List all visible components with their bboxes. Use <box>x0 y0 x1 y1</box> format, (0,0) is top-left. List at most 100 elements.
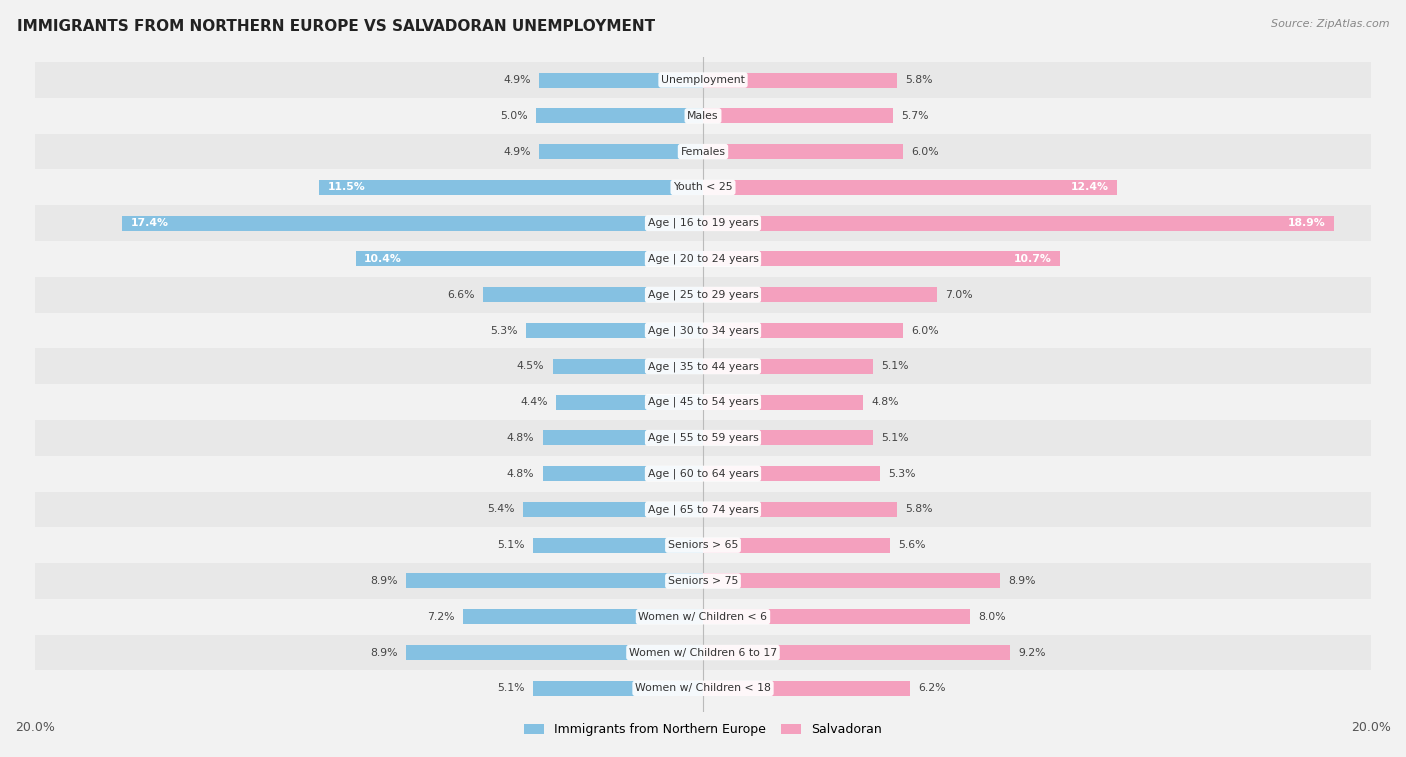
Bar <box>703 73 897 88</box>
Bar <box>555 394 703 410</box>
Bar <box>319 180 703 195</box>
Text: 12.4%: 12.4% <box>1071 182 1109 192</box>
Bar <box>35 528 1371 563</box>
Text: 11.5%: 11.5% <box>328 182 366 192</box>
Text: 4.9%: 4.9% <box>503 147 531 157</box>
Bar <box>703 430 873 445</box>
Bar <box>356 251 703 266</box>
Bar <box>35 313 1371 348</box>
Text: Seniors > 65: Seniors > 65 <box>668 540 738 550</box>
Text: IMMIGRANTS FROM NORTHERN EUROPE VS SALVADORAN UNEMPLOYMENT: IMMIGRANTS FROM NORTHERN EUROPE VS SALVA… <box>17 19 655 34</box>
Text: Source: ZipAtlas.com: Source: ZipAtlas.com <box>1271 19 1389 29</box>
Text: 6.2%: 6.2% <box>918 684 946 693</box>
Text: 4.8%: 4.8% <box>508 433 534 443</box>
Bar <box>463 609 703 625</box>
Text: 8.9%: 8.9% <box>1008 576 1036 586</box>
Bar <box>35 671 1371 706</box>
Text: Age | 25 to 29 years: Age | 25 to 29 years <box>648 289 758 300</box>
Bar <box>703 108 893 123</box>
Text: Age | 30 to 34 years: Age | 30 to 34 years <box>648 326 758 336</box>
Bar <box>35 205 1371 241</box>
Bar <box>533 537 703 553</box>
Text: Women w/ Children < 18: Women w/ Children < 18 <box>636 684 770 693</box>
Bar <box>540 73 703 88</box>
Bar <box>703 537 890 553</box>
Text: 5.1%: 5.1% <box>496 540 524 550</box>
Bar <box>406 645 703 660</box>
Text: 9.2%: 9.2% <box>1018 647 1046 658</box>
Text: 5.7%: 5.7% <box>901 111 929 121</box>
Text: 4.9%: 4.9% <box>503 75 531 85</box>
Text: Age | 60 to 64 years: Age | 60 to 64 years <box>648 469 758 479</box>
Bar <box>703 609 970 625</box>
Text: 5.8%: 5.8% <box>905 504 932 515</box>
Bar <box>703 466 880 481</box>
Bar <box>35 385 1371 420</box>
Bar <box>703 645 1010 660</box>
Text: 6.0%: 6.0% <box>911 326 939 335</box>
Bar <box>543 430 703 445</box>
Text: 17.4%: 17.4% <box>131 218 169 228</box>
Text: Unemployment: Unemployment <box>661 75 745 85</box>
Bar <box>703 251 1060 266</box>
Text: Women w/ Children < 6: Women w/ Children < 6 <box>638 612 768 621</box>
Text: 5.6%: 5.6% <box>898 540 925 550</box>
Text: 5.4%: 5.4% <box>486 504 515 515</box>
Bar <box>703 394 863 410</box>
Text: 4.5%: 4.5% <box>517 361 544 371</box>
Bar <box>35 634 1371 671</box>
Bar <box>35 599 1371 634</box>
Text: 5.1%: 5.1% <box>882 433 910 443</box>
Bar <box>703 681 910 696</box>
Bar <box>540 144 703 159</box>
Text: Youth < 25: Youth < 25 <box>673 182 733 192</box>
Text: Age | 55 to 59 years: Age | 55 to 59 years <box>648 432 758 443</box>
Text: 6.6%: 6.6% <box>447 290 474 300</box>
Text: 8.9%: 8.9% <box>370 647 398 658</box>
Text: 10.7%: 10.7% <box>1014 254 1052 264</box>
Text: Males: Males <box>688 111 718 121</box>
Text: 6.0%: 6.0% <box>911 147 939 157</box>
Text: Age | 16 to 19 years: Age | 16 to 19 years <box>648 218 758 229</box>
Text: 5.1%: 5.1% <box>882 361 910 371</box>
Bar <box>482 287 703 302</box>
Text: Seniors > 75: Seniors > 75 <box>668 576 738 586</box>
Bar <box>35 277 1371 313</box>
Text: 4.8%: 4.8% <box>508 469 534 478</box>
Legend: Immigrants from Northern Europe, Salvadoran: Immigrants from Northern Europe, Salvado… <box>519 718 887 741</box>
Text: 5.0%: 5.0% <box>501 111 527 121</box>
Bar <box>703 574 1000 588</box>
Bar <box>35 563 1371 599</box>
Bar <box>35 420 1371 456</box>
Bar <box>122 216 703 231</box>
Text: Age | 65 to 74 years: Age | 65 to 74 years <box>648 504 758 515</box>
Text: 7.0%: 7.0% <box>945 290 973 300</box>
Bar <box>35 348 1371 384</box>
Text: 4.8%: 4.8% <box>872 397 898 407</box>
Text: Age | 20 to 24 years: Age | 20 to 24 years <box>648 254 758 264</box>
Bar <box>35 456 1371 491</box>
Text: 5.8%: 5.8% <box>905 75 932 85</box>
Bar <box>533 681 703 696</box>
Bar <box>703 216 1334 231</box>
Bar <box>35 134 1371 170</box>
Bar <box>703 323 903 338</box>
Text: Females: Females <box>681 147 725 157</box>
Bar <box>703 502 897 517</box>
Text: 5.3%: 5.3% <box>491 326 517 335</box>
Text: Women w/ Children 6 to 17: Women w/ Children 6 to 17 <box>628 647 778 658</box>
Bar <box>406 574 703 588</box>
Text: 10.4%: 10.4% <box>364 254 402 264</box>
Text: 18.9%: 18.9% <box>1288 218 1326 228</box>
Bar <box>703 287 936 302</box>
Text: Age | 45 to 54 years: Age | 45 to 54 years <box>648 397 758 407</box>
Text: 7.2%: 7.2% <box>427 612 454 621</box>
Bar <box>35 98 1371 134</box>
Bar <box>536 108 703 123</box>
Text: 5.3%: 5.3% <box>889 469 915 478</box>
Bar <box>526 323 703 338</box>
Bar <box>543 466 703 481</box>
Text: 4.4%: 4.4% <box>520 397 548 407</box>
Text: 5.1%: 5.1% <box>496 684 524 693</box>
Bar <box>553 359 703 374</box>
